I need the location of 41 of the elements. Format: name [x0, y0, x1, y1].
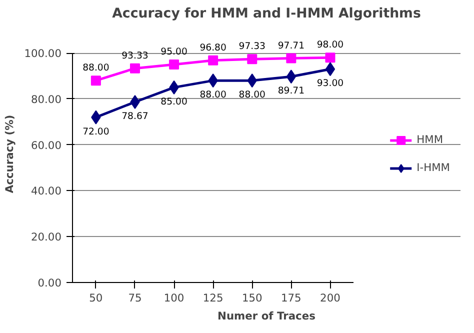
- point: [247, 54, 258, 64]
- point: [169, 60, 180, 70]
- chart-title: Accuracy for HMM and I-HMM Algorithms: [112, 6, 421, 22]
- data-label: 93.33: [122, 50, 148, 62]
- point: [286, 70, 296, 84]
- y-tick-label: 20.00: [30, 230, 62, 244]
- legend-label: HMM: [416, 133, 444, 146]
- data-label: 95.00: [160, 46, 188, 58]
- y-tick-label: 0.00: [38, 276, 62, 290]
- point: [208, 55, 218, 66]
- point: [325, 62, 336, 76]
- y-tick-label: 100.00: [24, 47, 62, 60]
- data-label: 97.33: [238, 41, 266, 52]
- point: [325, 52, 336, 63]
- data-label: 78.67: [122, 110, 148, 122]
- x-tick-label: 200: [320, 292, 341, 304]
- point: [130, 63, 140, 74]
- y-tick-label: 60.00: [30, 138, 62, 152]
- y-axis-title: Accuracy (%): [3, 114, 16, 194]
- x-tick-label: 175: [281, 292, 302, 304]
- x-tick-label: 75: [128, 292, 142, 304]
- x-tick-label: 50: [89, 292, 103, 304]
- data-label: 98.00: [316, 40, 344, 51]
- data-label: 93.00: [316, 78, 344, 90]
- data-label: 88.00: [200, 90, 226, 101]
- x-tick-label: 100: [164, 292, 184, 304]
- data-label: 72.00: [82, 126, 110, 138]
- point: [286, 53, 296, 64]
- data-label: 88.00: [238, 90, 266, 101]
- data-label: 88.00: [82, 62, 110, 74]
- y-tick-label: 40.00: [30, 184, 62, 198]
- data-label: 85.00: [160, 96, 188, 108]
- x-axis-title: Numer of Traces: [218, 310, 316, 322]
- y-tick-label: 80.00: [30, 92, 62, 106]
- legend-label: I-HMM: [416, 161, 450, 174]
- data-label: 96.80: [200, 42, 226, 54]
- x-tick-label: 150: [242, 292, 263, 304]
- data-label: 97.71: [278, 40, 305, 52]
- data-label: 89.71: [278, 86, 305, 97]
- point: [90, 76, 101, 86]
- x-tick-label: 125: [202, 292, 224, 304]
